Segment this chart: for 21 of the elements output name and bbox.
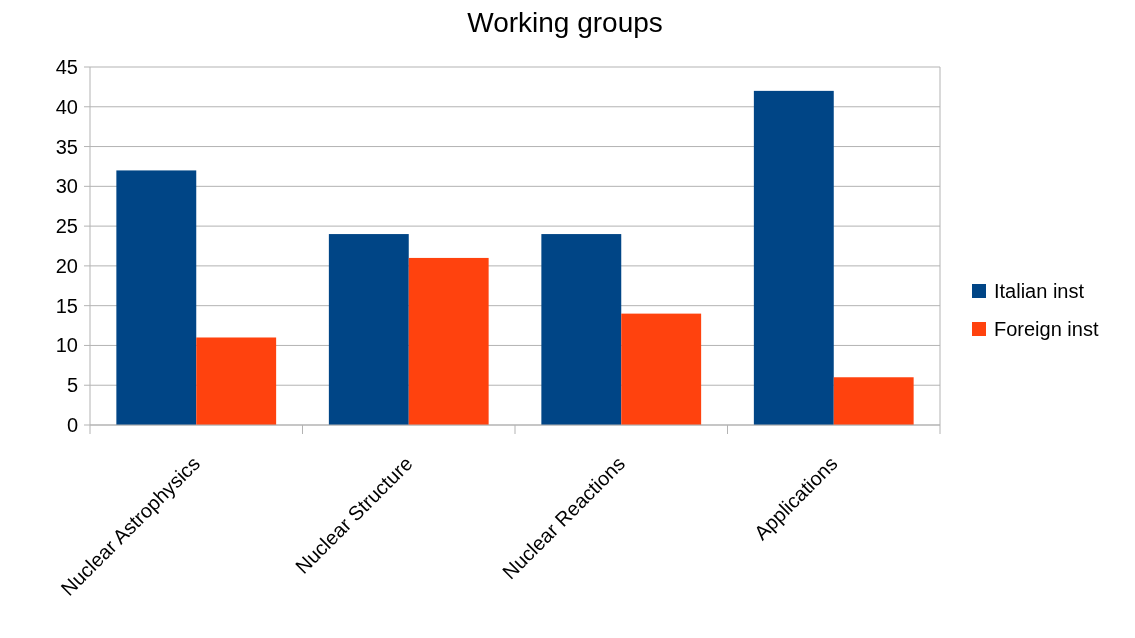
bar (753, 90, 834, 425)
legend-label: Foreign inst (994, 318, 1099, 340)
y-tick-label: 35 (55, 135, 78, 158)
legend-label: Italian inst (994, 280, 1085, 302)
y-tick-label: 45 (55, 56, 78, 78)
bar (328, 234, 409, 425)
bar (833, 377, 914, 425)
bar (408, 257, 489, 425)
bar (541, 234, 622, 425)
y-tick-label: 40 (55, 95, 78, 118)
y-tick-label: 30 (55, 175, 78, 198)
bar (621, 313, 702, 425)
chart-title: Working groups (467, 7, 663, 38)
y-tick-label: 10 (55, 334, 78, 357)
y-tick-label: 5 (66, 374, 78, 397)
y-tick-label: 15 (55, 294, 78, 317)
y-tick-label: 20 (55, 254, 78, 277)
bar (196, 337, 277, 425)
y-tick-label: 25 (55, 215, 78, 238)
bar (116, 170, 197, 425)
y-tick-label: 0 (66, 414, 78, 436)
